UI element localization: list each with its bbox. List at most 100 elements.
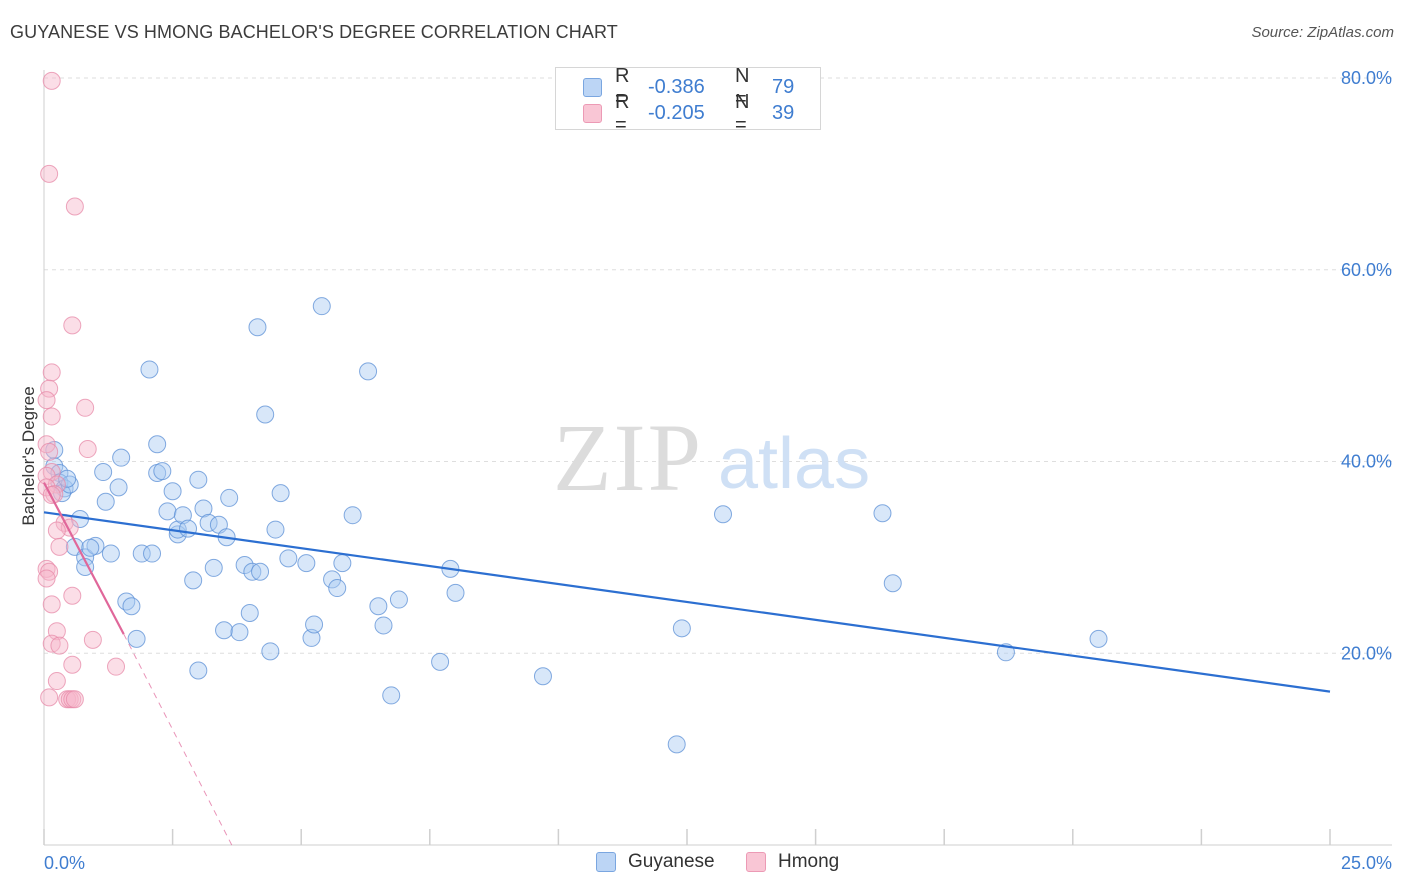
tick-labels: 20.0% 40.0% 60.0% 80.0% 0.0% 25.0%: [44, 68, 1392, 873]
point-hmong: [37, 391, 56, 410]
point-guyanese: [251, 562, 270, 581]
legend-item-guyanese[interactable]: Guyanese: [596, 851, 715, 873]
point-guyanese: [333, 554, 352, 573]
point-hmong: [42, 363, 61, 382]
point-guyanese: [672, 619, 691, 638]
point-guyanese: [279, 549, 298, 568]
point-guyanese: [127, 629, 146, 648]
watermark-zip: ZIP: [553, 404, 703, 511]
point-guyanese: [112, 448, 131, 467]
point-hmong: [42, 71, 61, 90]
y-tick-label: 40.0%: [1341, 452, 1392, 472]
point-guyanese: [189, 470, 208, 489]
legend-r-value: -0.386: [648, 76, 705, 98]
point-hmong: [42, 595, 61, 614]
point-guyanese: [140, 360, 159, 379]
point-guyanese: [101, 544, 120, 563]
point-guyanese: [389, 590, 408, 609]
watermark-atlas: atlas: [718, 424, 870, 504]
point-hmong: [42, 407, 61, 426]
point-guyanese: [189, 661, 208, 680]
point-guyanese: [359, 362, 378, 381]
point-hmong: [50, 537, 69, 556]
series-guyanese: [45, 297, 1108, 754]
point-hmong: [40, 442, 59, 461]
point-guyanese: [204, 558, 223, 577]
legend-n-value: 79: [772, 76, 795, 98]
point-hmong: [107, 657, 126, 676]
point-guyanese: [297, 554, 316, 573]
legend-n-value: 39: [772, 102, 795, 124]
legend-r-label: R =: [615, 64, 630, 110]
point-hmong: [63, 586, 82, 605]
point-guyanese: [305, 615, 324, 634]
trend-line-guyanese: [43, 511, 1331, 693]
y-tick-label: 20.0%: [1341, 643, 1392, 663]
axes: [43, 70, 1392, 846]
y-axis-label: Bachelor's Degree: [19, 386, 38, 525]
point-hmong: [37, 559, 56, 578]
point-guyanese: [117, 592, 136, 611]
point-guyanese: [94, 463, 113, 482]
point-hmong: [40, 688, 59, 707]
y-tick-label: 80.0%: [1341, 68, 1392, 88]
point-guyanese: [173, 506, 192, 525]
watermark: ZIP atlas: [553, 404, 870, 511]
point-hmong: [78, 440, 97, 459]
trend-lines: [43, 482, 1331, 846]
point-guyanese: [667, 735, 686, 754]
source-label: Source: ZipAtlas.com: [1251, 24, 1394, 41]
point-guyanese: [431, 652, 450, 671]
legend-swatch-hmong: [583, 104, 602, 123]
point-guyanese: [873, 504, 892, 523]
point-guyanese: [714, 505, 733, 524]
point-guyanese: [256, 405, 275, 424]
trend-line-hmong: [43, 482, 125, 635]
chart-title: GUYANESE VS HMONG BACHELOR'S DEGREE CORR…: [10, 22, 618, 42]
point-guyanese: [81, 538, 100, 557]
series-legend: Guyanese Hmong: [0, 851, 1406, 877]
point-guyanese: [158, 502, 177, 521]
point-guyanese: [266, 520, 285, 539]
point-hmong: [65, 690, 84, 709]
point-guyanese: [215, 621, 234, 640]
point-guyanese: [132, 544, 151, 563]
point-hmong: [63, 316, 82, 335]
point-guyanese: [343, 506, 362, 525]
point-guyanese: [179, 519, 198, 538]
point-hmong: [76, 398, 95, 417]
point-hmong: [47, 521, 66, 540]
series-hmong: [37, 71, 126, 709]
point-hmong: [40, 164, 59, 183]
point-guyanese: [153, 462, 172, 481]
legend-n-label: N =: [735, 90, 750, 136]
trend-line-hmong-extension: [123, 633, 233, 846]
point-guyanese: [883, 574, 902, 593]
point-guyanese: [302, 628, 321, 647]
point-guyanese: [374, 616, 393, 635]
point-guyanese: [58, 469, 77, 488]
point-guyanese: [533, 667, 552, 686]
legend-swatch-hmong: [746, 852, 766, 872]
point-guyanese: [163, 482, 182, 501]
point-guyanese: [184, 571, 203, 590]
point-guyanese: [122, 597, 141, 616]
point-guyanese: [194, 499, 213, 518]
point-guyanese: [271, 484, 290, 503]
point-hmong: [83, 630, 102, 649]
point-guyanese: [328, 579, 347, 598]
stats-legend: R = -0.386 N = 79 R = -0.205 N = 39: [555, 64, 821, 136]
legend-label-guyanese: Guyanese: [628, 851, 715, 872]
point-guyanese: [312, 297, 331, 316]
legend-swatch-guyanese: [583, 78, 602, 97]
point-guyanese: [230, 623, 249, 642]
legend-n-label: N =: [735, 64, 750, 110]
legend-r-label: R =: [615, 90, 630, 136]
point-hmong: [65, 197, 84, 216]
legend-swatch-guyanese: [596, 852, 616, 872]
point-hmong: [42, 634, 61, 653]
x-tick-label-end: 25.0%: [1341, 853, 1392, 873]
point-hmong: [47, 672, 66, 691]
legend-item-hmong[interactable]: Hmong: [746, 851, 839, 873]
point-guyanese: [220, 488, 239, 507]
